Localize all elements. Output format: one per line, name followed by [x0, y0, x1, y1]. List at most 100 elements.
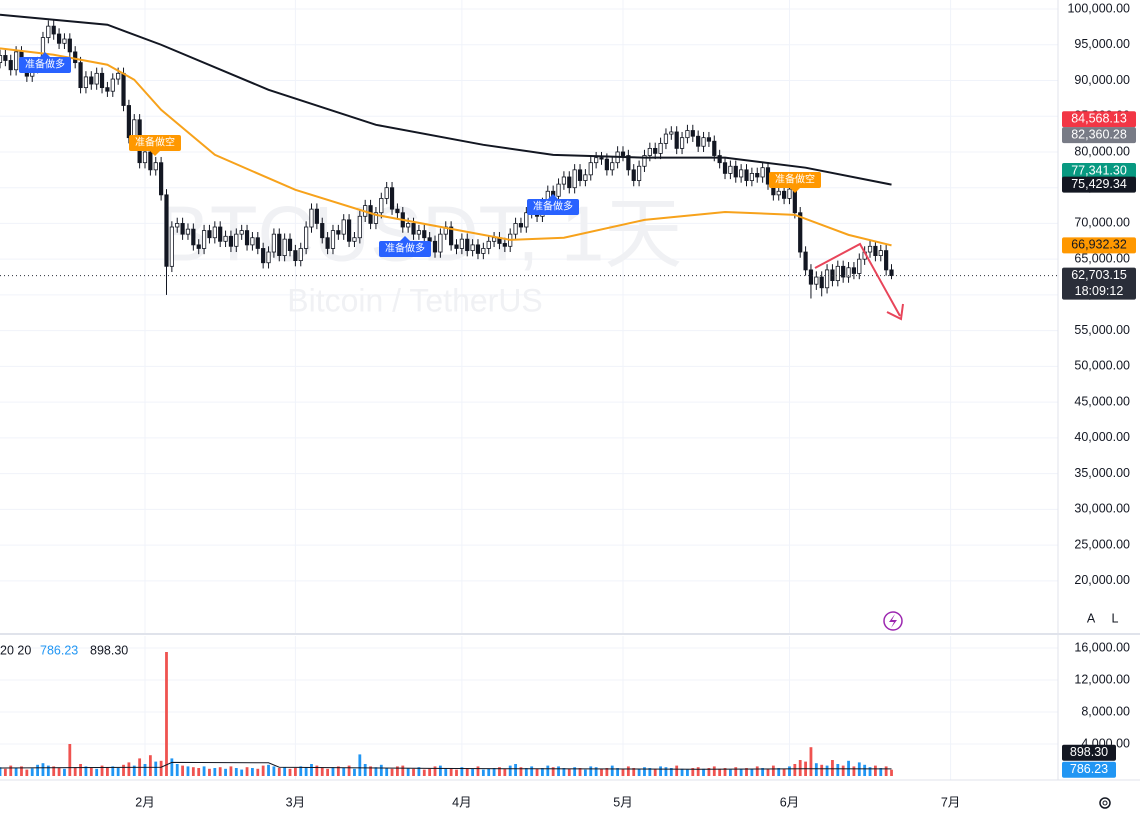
volume-bar — [417, 767, 421, 776]
volume-bar — [659, 766, 662, 776]
volume-tick-label: 16,000.00 — [1074, 640, 1130, 654]
volume-bar — [589, 766, 593, 776]
candle-body — [814, 276, 819, 285]
volume-bar — [680, 768, 684, 776]
candle-body — [577, 169, 583, 181]
candle-body — [803, 251, 808, 271]
volume-bar — [863, 764, 867, 776]
candle-body — [121, 72, 126, 106]
candle-body — [116, 72, 121, 80]
price-tag — [1062, 162, 1136, 179]
settings-icon[interactable] — [1099, 797, 1111, 809]
candle-body — [572, 169, 577, 189]
volume-bar — [519, 767, 523, 776]
volume-bar — [809, 747, 813, 776]
volume-bar — [245, 767, 249, 776]
auto-button[interactable] — [1081, 608, 1101, 630]
volume-bar — [353, 768, 356, 776]
volume-tag — [1062, 761, 1116, 778]
volume-bar — [610, 765, 614, 776]
candle-body — [389, 187, 395, 210]
y-tick-label: 50,000.00 — [1074, 359, 1130, 373]
volume-bar — [879, 768, 883, 776]
volume-bar — [686, 769, 689, 776]
signal-label — [379, 241, 431, 257]
volume-bar — [782, 768, 786, 776]
volume-bar — [106, 767, 109, 776]
candle-body — [583, 174, 588, 181]
candle-body — [207, 230, 212, 239]
candle-body — [889, 269, 894, 276]
volume-bar — [567, 768, 571, 776]
candle-body — [250, 237, 255, 246]
candle-body — [325, 237, 330, 249]
volume-bar — [766, 768, 770, 776]
volume-bar — [825, 765, 829, 776]
volume-bar — [224, 768, 227, 776]
volume-bar — [20, 766, 23, 776]
volume-bar — [541, 768, 544, 776]
candle-body — [491, 237, 497, 242]
volume-tag-label: 898.30 — [1070, 745, 1108, 759]
candle-body — [857, 258, 862, 274]
candle-body — [798, 212, 803, 253]
candle-body — [658, 142, 663, 154]
candle-body — [470, 244, 475, 251]
y-tick-label: 80,000.00 — [1074, 144, 1130, 158]
volume-bar — [208, 768, 211, 776]
volume-bar — [165, 652, 168, 776]
signal-pointer — [548, 194, 558, 199]
volume-bar — [3, 768, 7, 776]
candle-body — [567, 176, 572, 189]
volume-bar — [272, 766, 276, 776]
volume-bar — [240, 769, 244, 776]
volume-bar — [616, 768, 620, 776]
candle-body — [867, 245, 873, 253]
volume-bar — [154, 761, 158, 776]
volume-bar — [234, 768, 238, 776]
candle-body — [320, 223, 325, 239]
volume-bar — [868, 767, 872, 776]
volume-bar — [25, 769, 29, 776]
volume-bar — [315, 765, 319, 776]
volume-bar — [707, 768, 711, 776]
candle-body — [293, 250, 298, 262]
volume-bar — [471, 768, 475, 776]
signal-text: 准备做空 — [775, 173, 815, 186]
volume-bar — [487, 768, 491, 776]
candle-body — [808, 269, 814, 285]
candle-body — [824, 269, 830, 289]
volume-bar — [530, 766, 534, 776]
alert-icon[interactable] — [883, 611, 903, 631]
moving-average — [0, 13, 892, 186]
volume-bar — [852, 766, 856, 776]
candle-body — [884, 250, 889, 271]
candle-body — [3, 55, 8, 61]
candle-body — [164, 194, 169, 267]
candle-body — [62, 38, 67, 44]
signal-text: 准备做空 — [135, 136, 175, 149]
candle-body — [196, 244, 201, 249]
volume-bar — [267, 764, 270, 776]
volume-bar — [632, 768, 636, 776]
y-tick-label: 40,000.00 — [1074, 430, 1130, 444]
candle-body — [277, 233, 282, 257]
signal-label — [527, 199, 579, 215]
volume-bar — [57, 768, 61, 776]
candle-body — [636, 165, 642, 181]
signal-text: 准备做多 — [533, 200, 573, 213]
volume-bar — [288, 768, 292, 776]
volume-bar — [374, 767, 378, 776]
candle-body — [706, 137, 712, 142]
price-tag-label: 66,932.32 — [1071, 238, 1127, 252]
candle-body — [685, 130, 690, 139]
volume-bar — [111, 766, 115, 776]
volume-bar — [573, 767, 577, 776]
candle-body — [336, 230, 341, 235]
candle-body — [94, 72, 99, 85]
log-button-label[interactable]: L — [1112, 611, 1119, 625]
volume-bar — [546, 765, 550, 776]
candle-body — [819, 276, 824, 289]
volume-bar — [79, 764, 82, 776]
